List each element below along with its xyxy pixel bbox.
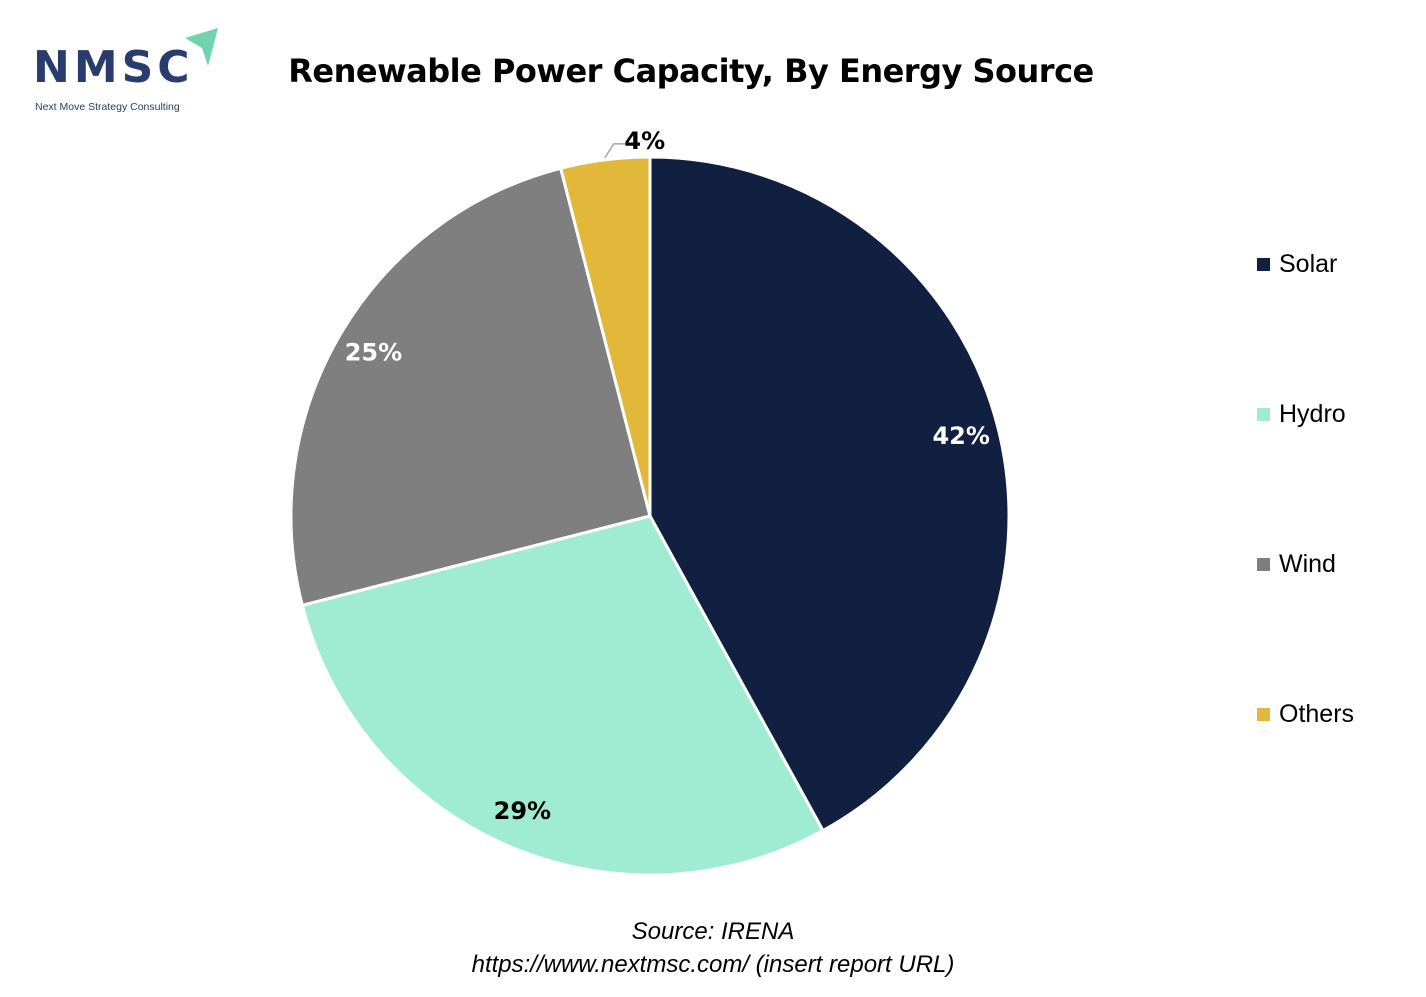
logo-arrow-icon [185, 28, 218, 66]
legend-swatch [1257, 258, 1270, 271]
logo-tagline: Next Move Strategy Consulting [35, 101, 180, 113]
source-text: Source: IRENA [631, 918, 795, 945]
legend-label: Solar [1279, 250, 1338, 278]
data-label-others: 4% [624, 127, 665, 155]
legend-swatch [1257, 558, 1270, 571]
legend-item-solar: Solar [1257, 250, 1337, 279]
legend-label: Others [1279, 700, 1355, 728]
legend-item-hydro: Hydro [1257, 400, 1346, 429]
data-label-solar: 42% [932, 422, 989, 450]
logo-text: NMSC [33, 42, 194, 93]
nmsc-logo: NMSC Next Move Strategy Consulting [30, 26, 230, 118]
legend-item-wind: Wind [1257, 550, 1336, 579]
legend-item-others: Others [1257, 700, 1354, 729]
legend-swatch [1257, 408, 1270, 421]
legend-label: Wind [1279, 550, 1336, 578]
data-label-hydro: 29% [494, 797, 551, 825]
chart-title: Renewable Power Capacity, By Energy Sour… [288, 52, 1094, 90]
data-label-wind: 25% [345, 338, 402, 366]
pie-slice-others [558, 155, 652, 517]
source-url: https://www.nextmsc.com/ (insert report … [471, 951, 955, 978]
pie-slice-hydro [300, 514, 825, 877]
legend-swatch [1257, 708, 1270, 721]
pie-slice-solar [648, 155, 1011, 833]
leader-line-others [604, 143, 627, 159]
pie-slice-wind [289, 166, 652, 608]
legend-label: Hydro [1279, 400, 1346, 428]
